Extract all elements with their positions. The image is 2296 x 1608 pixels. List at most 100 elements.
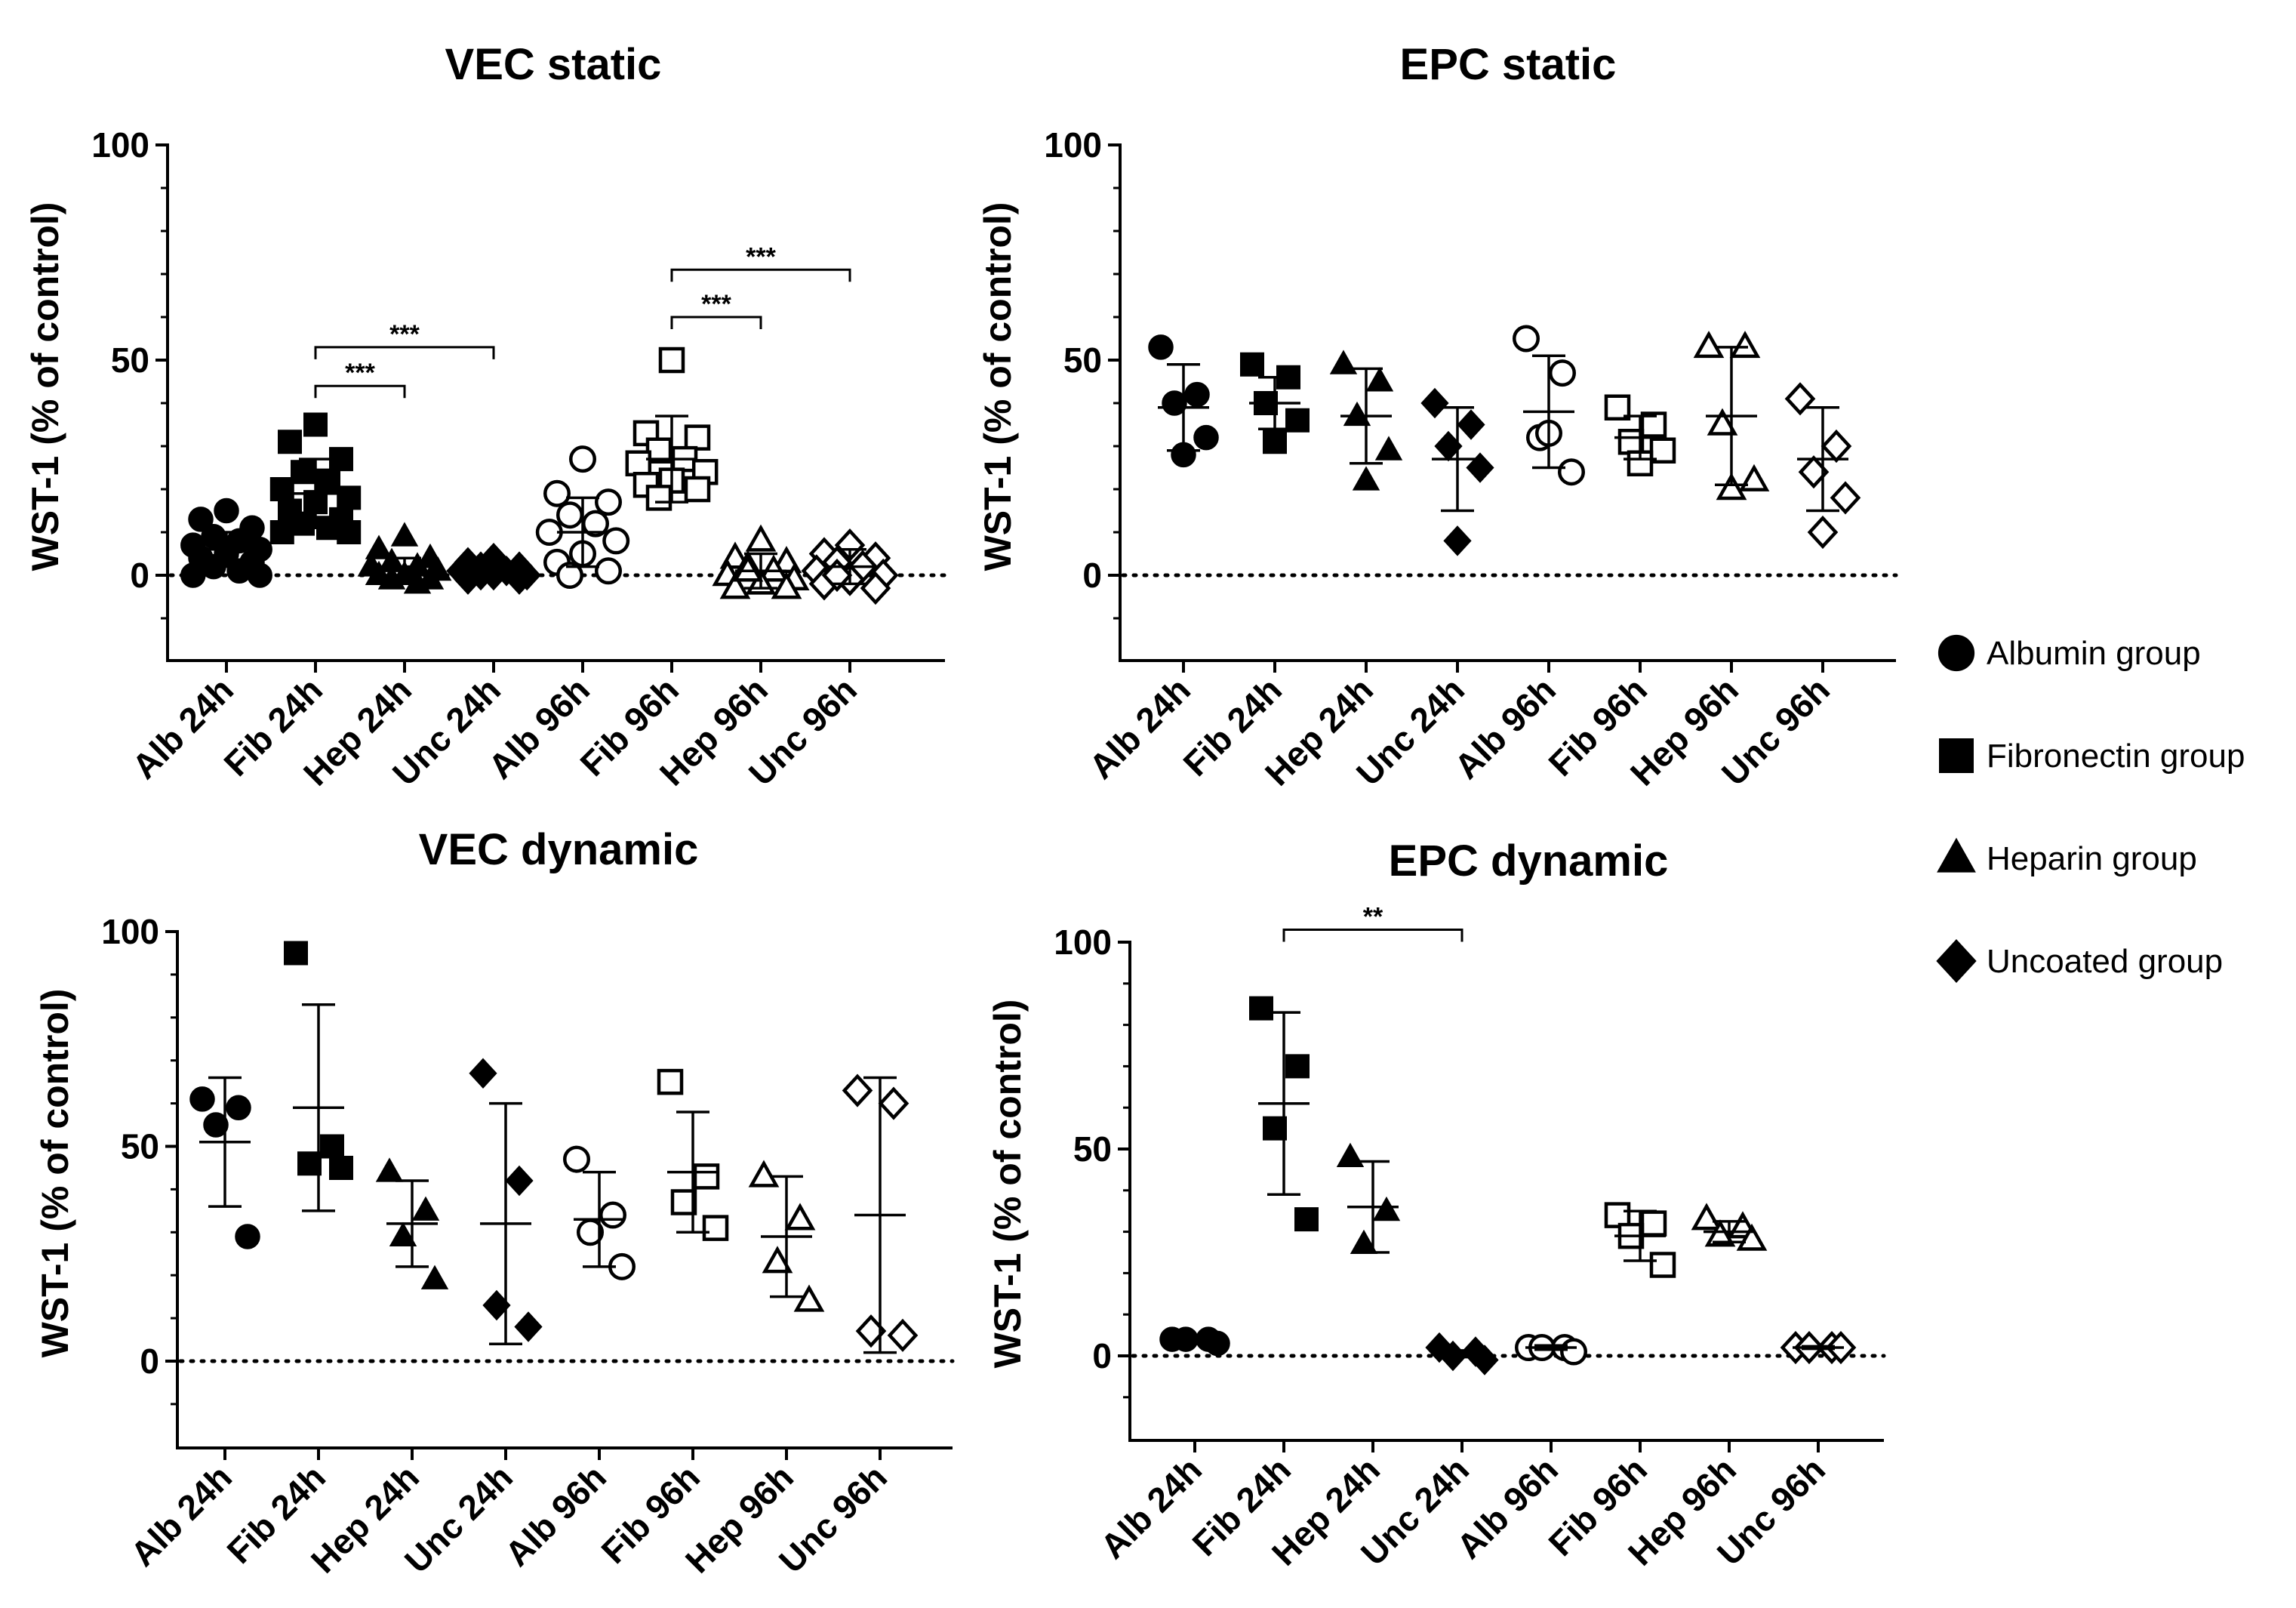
data-point bbox=[748, 1160, 780, 1188]
data-point bbox=[887, 1318, 919, 1352]
data-point bbox=[599, 1201, 626, 1229]
bracket-line bbox=[314, 346, 495, 359]
data-point bbox=[732, 554, 764, 582]
data-point bbox=[291, 511, 315, 536]
data-point bbox=[1263, 1116, 1287, 1141]
x-tick-label: Alb 24h bbox=[123, 1457, 239, 1573]
significance-label: *** bbox=[389, 320, 420, 349]
data-point bbox=[1560, 1338, 1587, 1366]
group-unc-96h bbox=[1784, 382, 1861, 550]
significance-bracket: ** bbox=[1282, 903, 1463, 942]
panel-epc-dynamic: EPC dynamic WST-1 (% of control) 0 50 100 Alb… bbox=[986, 836, 1886, 1573]
group-fib-96h bbox=[1604, 1202, 1676, 1278]
significance-label: *** bbox=[701, 290, 731, 319]
y-tick-label: 50 bbox=[111, 340, 149, 380]
y-tick-label: 100 bbox=[91, 125, 149, 165]
group-fib-96h bbox=[625, 347, 719, 511]
panel-vec-static: VEC static WST-1 (% of control) 0 50 100 Alb … bbox=[24, 40, 947, 793]
group-unc-24h bbox=[446, 542, 541, 595]
data-point bbox=[329, 447, 353, 472]
y-tick-label: 100 bbox=[1044, 125, 1102, 165]
data-point bbox=[420, 1265, 449, 1289]
data-point bbox=[235, 1224, 260, 1249]
data-point bbox=[719, 571, 751, 599]
data-point bbox=[657, 1068, 684, 1095]
data-point bbox=[1240, 352, 1264, 377]
data-point bbox=[1640, 411, 1667, 438]
group-alb-24h bbox=[1148, 334, 1219, 468]
data-point bbox=[1784, 382, 1816, 416]
data-point bbox=[1716, 473, 1747, 501]
significance-label: *** bbox=[746, 242, 776, 271]
data-point bbox=[1736, 1223, 1768, 1251]
data-point bbox=[278, 430, 302, 454]
data-point bbox=[1513, 325, 1540, 353]
data-point bbox=[284, 941, 308, 966]
legend: Albumin group Fibronectin group Heparin gr… bbox=[1936, 634, 2245, 983]
significance-bracket: *** bbox=[670, 290, 762, 329]
data-point bbox=[1466, 452, 1494, 483]
data-point bbox=[1329, 350, 1358, 374]
data-point bbox=[1443, 525, 1472, 556]
y-tick-label: 50 bbox=[121, 1127, 159, 1166]
chart-panels: VEC static WST-1 (% of control) 0 50 100 Alb … bbox=[24, 40, 1898, 1581]
group-fib-24h bbox=[1249, 996, 1319, 1232]
data-point bbox=[411, 1196, 440, 1221]
panel-epc-static: EPC static WST-1 (% of control) 0 50 100 Alb … bbox=[977, 40, 1898, 793]
y-axis-label: WST-1 (% of control) bbox=[977, 202, 1019, 571]
y-axis-label: WST-1 (% of control) bbox=[24, 202, 66, 571]
data-point bbox=[1372, 1196, 1401, 1221]
data-point bbox=[1365, 367, 1394, 392]
group-alb-24h bbox=[1159, 1326, 1230, 1357]
legend-label: Fibronectin group bbox=[1987, 738, 2245, 775]
group-unc-96h bbox=[842, 1074, 919, 1354]
group-hep-24h bbox=[375, 1157, 449, 1289]
data-point bbox=[469, 1058, 497, 1089]
group-hep-24h bbox=[1329, 350, 1403, 491]
circle-icon bbox=[1937, 634, 1975, 672]
group-hep-24h bbox=[1336, 1142, 1401, 1255]
x-tick-label: Alb 96h bbox=[1449, 1449, 1565, 1566]
y-axis-label: WST-1 (% of control) bbox=[986, 1000, 1029, 1369]
chart-title: VEC static bbox=[445, 40, 662, 89]
data-point bbox=[214, 497, 239, 524]
data-point bbox=[1148, 334, 1174, 360]
bracket-line bbox=[670, 268, 851, 282]
data-point bbox=[1820, 429, 1852, 464]
group-unc-24h bbox=[1425, 1332, 1499, 1375]
group-hep-96h bbox=[712, 524, 810, 599]
data-point bbox=[762, 1246, 793, 1274]
group-alb-96h bbox=[1513, 325, 1585, 486]
data-point bbox=[702, 1215, 729, 1241]
data-point bbox=[1336, 1142, 1365, 1167]
chart-title: EPC static bbox=[1400, 40, 1617, 89]
data-point bbox=[337, 485, 362, 510]
y-tick-label: 50 bbox=[1073, 1129, 1112, 1169]
data-point bbox=[1184, 381, 1210, 408]
data-point bbox=[595, 557, 622, 585]
data-point bbox=[365, 534, 393, 559]
y-tick-label: 50 bbox=[1063, 340, 1102, 380]
data-point bbox=[556, 562, 583, 589]
data-point bbox=[329, 1155, 353, 1180]
data-point bbox=[320, 1134, 344, 1159]
data-point bbox=[543, 479, 571, 507]
x-tick-label: Alb 96h bbox=[1447, 670, 1563, 786]
group-alb-24h bbox=[189, 1076, 260, 1249]
y-tick-label: 0 bbox=[1092, 1336, 1112, 1375]
legend-label: Albumin group bbox=[1987, 635, 2201, 672]
group-alb-96h bbox=[535, 445, 630, 589]
legend-item-triangle: Heparin group bbox=[1937, 837, 2197, 877]
data-point bbox=[842, 1074, 873, 1107]
data-point bbox=[1693, 331, 1725, 359]
data-point bbox=[1649, 1252, 1676, 1278]
group-fib-24h bbox=[269, 412, 362, 544]
data-point bbox=[375, 1157, 404, 1182]
data-point bbox=[389, 1221, 417, 1246]
data-point bbox=[505, 1165, 534, 1197]
data-point bbox=[821, 558, 853, 593]
y-tick-label: 0 bbox=[130, 556, 149, 595]
data-point bbox=[1738, 464, 1770, 491]
data-point bbox=[303, 412, 328, 437]
